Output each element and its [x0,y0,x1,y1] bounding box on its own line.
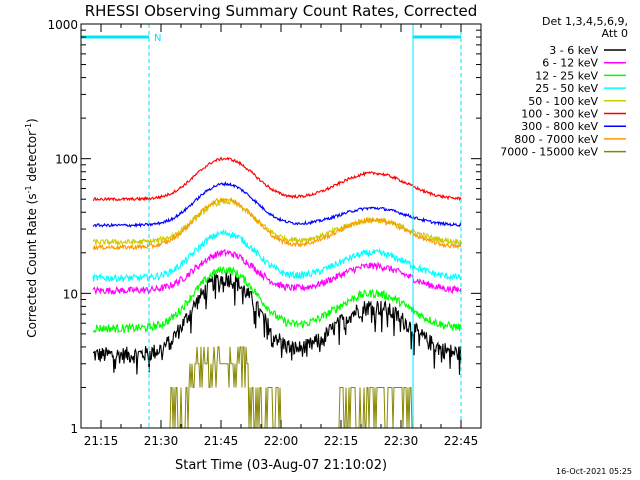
legend-header-line-2: Att 0 [602,27,628,40]
chart-title: RHESSI Observing Summary Count Rates, Co… [85,2,478,20]
series-line-2 [92,266,462,334]
night-bar-label-0: N [154,33,161,44]
y-tick-label-2: 100 [55,153,78,167]
y-axis-label: Corrected Count Rate (s-1 detector-1) [24,118,39,337]
y-axis-label-sup2: -1 [24,123,33,131]
y-axis-label-end: ) [25,118,39,123]
legend-header-line-1: Det 1,3,4,5,6,9, [542,15,628,28]
y-axis-label-main: Corrected Count Rate (s [25,193,39,337]
y-tick-label-0: 1 [70,422,78,436]
x-axis-label: Start Time (03-Aug-07 21:10:02) [175,458,387,473]
series-line-4 [92,197,462,247]
legend-label-1: 6 - 12 keV [542,57,598,70]
y-axis-label-sup1: -1 [24,185,33,193]
y-tick-label-3: 1000 [47,18,78,32]
legend-label-6: 300 - 800 keV [521,120,598,133]
series-line-1 [92,248,462,296]
series-line-0 [92,272,462,375]
x-tick-label-6: 22:45 [444,434,479,448]
legend-label-5: 100 - 300 keV [521,108,598,121]
series-line-7 [92,196,462,252]
legend-label-0: 3 - 6 keV [549,44,598,57]
legend-label-3: 25 - 50 keV [535,82,598,95]
legend-label-2: 12 - 25 keV [535,69,598,82]
series-line-3 [92,228,462,283]
x-tick-label-5: 22:30 [384,434,419,448]
timestamp: 16-Oct-2021 05:25 [556,467,632,476]
x-tick-label-3: 22:00 [264,434,299,448]
legend-label-7: 800 - 7000 keV [514,133,598,146]
legend-label-4: 50 - 100 keV [528,95,598,108]
y-tick-label-1: 10 [63,287,78,301]
x-tick-label-4: 22:15 [324,434,359,448]
x-tick-label-2: 21:45 [204,434,239,448]
x-tick-label-0: 21:15 [84,434,119,448]
legend-label-8: 7000 - 15000 keV [500,146,598,159]
axes: 1 10 100 1000 21:15 21:30 21:45 22:00 22:15 22:30… [47,18,482,448]
y-axis-label-mid: detector [25,131,39,186]
x-tick-label-1: 21:30 [144,434,179,448]
plot-area: N [81,24,462,429]
series-line-5 [92,156,462,202]
series-line-6 [92,180,462,229]
